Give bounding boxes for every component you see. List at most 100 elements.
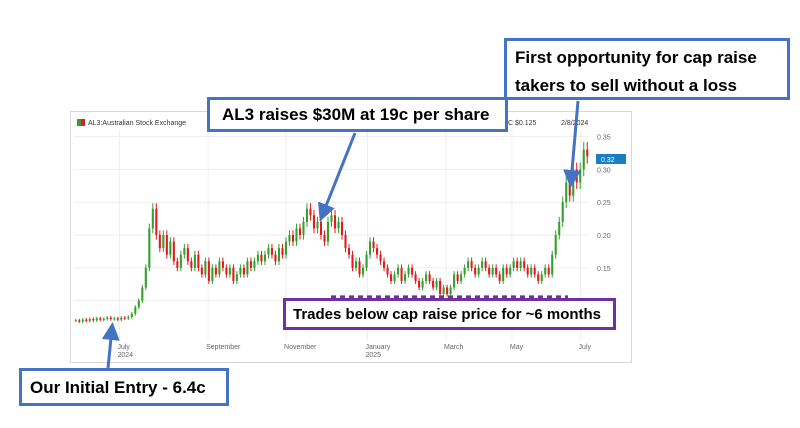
candle-body (519, 261, 522, 268)
current-price-tag: 0.32 (596, 154, 626, 164)
candle-body (344, 235, 347, 249)
candle-body (407, 267, 410, 275)
candle-body (544, 267, 547, 275)
candle-body (109, 317, 112, 319)
candle-body (106, 317, 109, 319)
candle-body (460, 274, 463, 281)
candle-body (183, 248, 186, 255)
candle-body (295, 228, 298, 242)
candle-body (516, 261, 519, 268)
legend-swatch-up (77, 119, 81, 126)
candle-body (200, 267, 203, 275)
candle-body (568, 182, 571, 196)
candle-body (561, 202, 564, 222)
candle-body (502, 267, 505, 281)
candle-body (453, 274, 456, 288)
candle-body (333, 215, 337, 229)
candle-body (488, 267, 491, 275)
initial-entry-annotation-text: Our Initial Entry - 6.4c (30, 378, 206, 397)
candle-body (463, 267, 466, 275)
candle-body (470, 261, 473, 268)
x-tick-label: July (579, 344, 592, 351)
y-tick-label: 0.20 (597, 233, 611, 240)
candle-body (554, 235, 557, 255)
candle-body (95, 318, 98, 321)
x-tick-label: January (365, 344, 390, 351)
candle-body (197, 254, 200, 268)
candle-body (533, 267, 536, 275)
candle-body (404, 274, 407, 281)
candle-body (575, 169, 578, 183)
candle-body (144, 267, 147, 288)
candle-body (351, 254, 354, 268)
candle-body (88, 319, 91, 321)
candle-body (526, 267, 529, 275)
candle-body (512, 261, 515, 268)
candle-body (141, 287, 144, 301)
candle-body (232, 267, 235, 281)
candle-body (442, 287, 445, 295)
candle-body (207, 261, 210, 281)
candle-body (211, 267, 214, 281)
candle-body (312, 215, 316, 229)
candle-body (281, 248, 284, 255)
candle-body (74, 320, 77, 322)
candle-body (582, 149, 585, 170)
candle-body (358, 261, 361, 275)
candle-body (390, 274, 393, 281)
candle-body (239, 267, 242, 275)
x-tick-label: September (206, 344, 241, 351)
candle-body (260, 254, 263, 262)
candle-body (509, 267, 512, 275)
candle-body (579, 169, 582, 183)
y-tick-label: 0.35 (597, 135, 611, 142)
candle-body (130, 313, 133, 318)
candle-body (137, 300, 140, 308)
candle-body (340, 221, 344, 235)
candle-body (495, 267, 498, 275)
candle-body (551, 254, 554, 275)
candle-body (586, 149, 589, 157)
candle-body (242, 267, 245, 275)
candle-body (162, 235, 165, 249)
candle-body (397, 267, 400, 275)
candle-body (270, 248, 273, 255)
candle-body (284, 241, 288, 255)
y-tick-label: 0.30 (597, 167, 611, 174)
candle-body (537, 274, 540, 281)
first-opportunity-line-2: takers to sell without a loss (515, 76, 738, 95)
candle-body (372, 241, 375, 249)
candle-body (158, 235, 161, 249)
candle-body (221, 261, 224, 268)
candle-body (102, 319, 105, 320)
candle-body (439, 280, 442, 295)
candle-body (319, 221, 323, 235)
candle-body (253, 261, 256, 268)
candle-body (165, 235, 168, 255)
candle-body (235, 274, 238, 281)
candle-body (298, 228, 302, 235)
current-price-tag-label: 0.32 (601, 157, 615, 164)
candle-body (193, 254, 196, 268)
candle-body (565, 182, 568, 203)
candle-body (505, 267, 508, 275)
candle-body (467, 261, 470, 268)
candle-body (347, 248, 351, 255)
candle-body (277, 248, 280, 262)
x-tick-label: March (444, 344, 464, 351)
candle-body (393, 274, 396, 281)
candle-body (484, 261, 487, 268)
candle-body (411, 267, 414, 275)
candle-body (361, 267, 365, 275)
candle-body (449, 287, 452, 295)
candle-body (256, 254, 259, 262)
first-opportunity-line-1: First opportunity for cap raise (515, 48, 757, 67)
candle-body (547, 267, 550, 275)
candle-body (435, 280, 438, 288)
candle-body (214, 267, 217, 275)
trades-below-annotation: Trades below cap raise price for ~6 mont… (283, 298, 616, 330)
candle-body (148, 228, 151, 268)
candle-body (302, 221, 305, 235)
candle-body (127, 317, 130, 319)
candle-body (179, 254, 182, 268)
